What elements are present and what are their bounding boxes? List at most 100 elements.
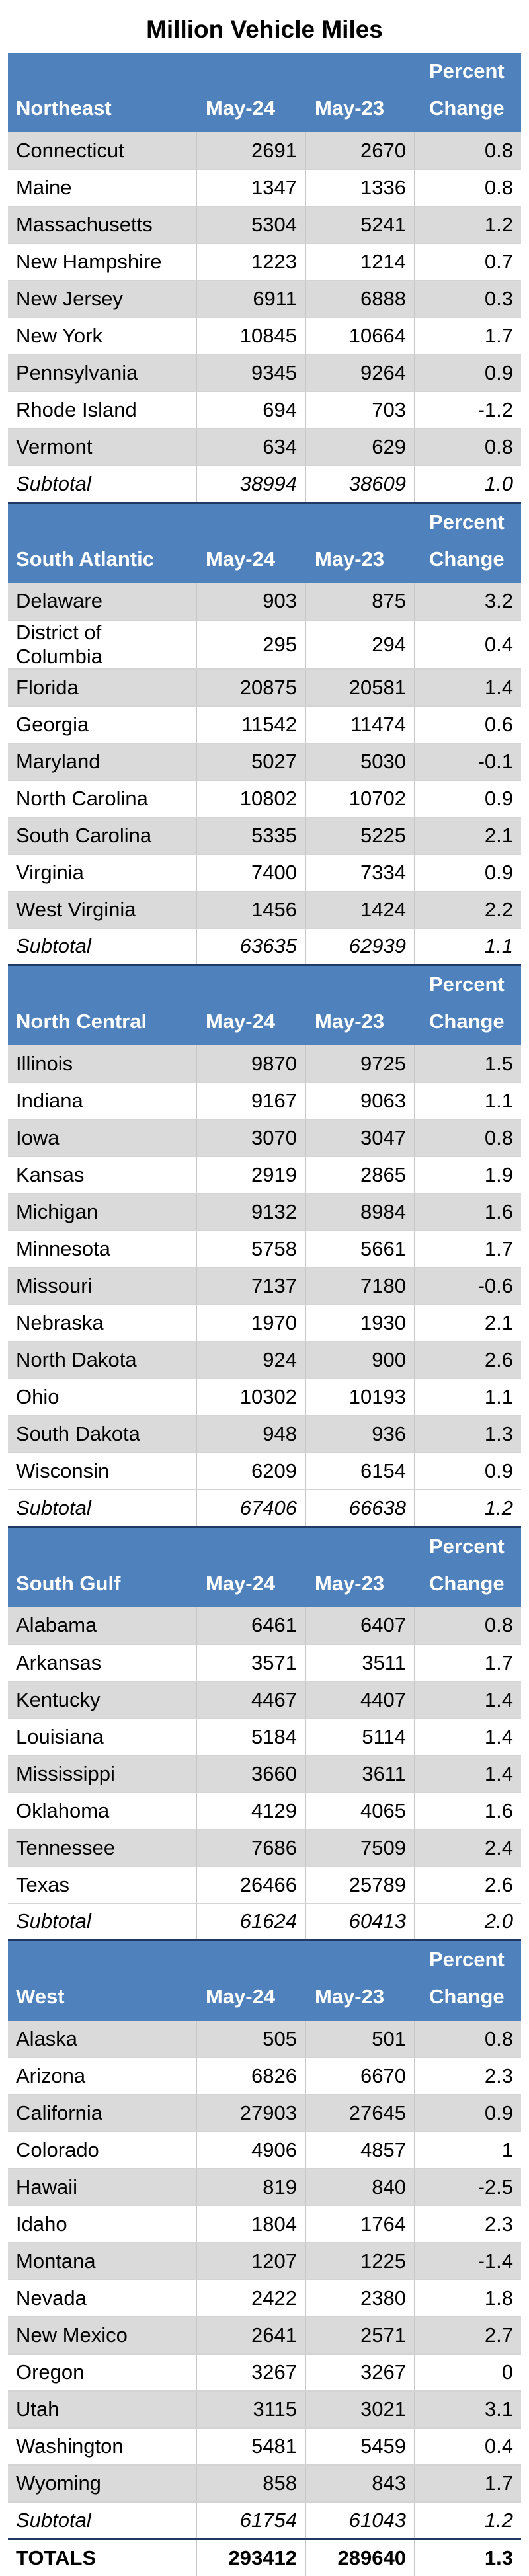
change-label: Change (429, 97, 505, 120)
percent-change: 1.5 (414, 1045, 521, 1083)
table-row: Vermont 634 629 0.8 (8, 428, 521, 466)
subtotal-may-23: 66638 (305, 1490, 415, 1528)
state-name: Vermont (8, 428, 196, 466)
value-may-24: 6209 (196, 1453, 305, 1490)
totals-may-24: 293412 (196, 2539, 305, 2576)
subtotal-may-23: 38609 (305, 465, 415, 504)
column-header-percent-change: Percent Change (415, 53, 521, 132)
value-may-23: 7180 (305, 1268, 415, 1305)
state-name: Nebraska (8, 1305, 196, 1342)
totals-percent-change: 1.3 (414, 2539, 521, 2576)
table-row: Texas 26466 25789 2.6 (8, 1866, 521, 1904)
state-name: Delaware (8, 583, 196, 621)
state-name: Illinois (8, 1045, 196, 1083)
table-row: Virginia 7400 7334 0.9 (8, 854, 521, 892)
state-name: North Carolina (8, 780, 196, 818)
state-name: Texas (8, 1866, 196, 1904)
value-may-24: 819 (196, 2169, 305, 2206)
column-header-percent-change: Percent Change (415, 965, 521, 1045)
subtotal-may-24: 38994 (196, 465, 305, 504)
state-name: Maine (8, 169, 196, 207)
change-label: Change (429, 1985, 505, 2008)
table-row: Maryland 5027 5030 -0.1 (8, 743, 521, 781)
table-row: South Carolina 5335 5225 2.1 (8, 817, 521, 855)
state-name: California (8, 2095, 196, 2132)
subtotal-percent-change: 1.2 (414, 2502, 521, 2540)
subtotal-may-23: 61043 (305, 2502, 415, 2540)
percent-change: 1.1 (414, 1379, 521, 1416)
value-may-24: 1804 (196, 2206, 305, 2243)
region-header-row: South Gulf May-24 May-23 Percent Change (8, 1527, 521, 1607)
table-row: Minnesota 5758 5661 1.7 (8, 1230, 521, 1268)
table-row: Pennsylvania 9345 9264 0.9 (8, 354, 521, 392)
value-may-23: 27645 (305, 2095, 415, 2132)
state-name: Ohio (8, 1379, 196, 1416)
value-may-24: 2422 (196, 2280, 305, 2317)
value-may-24: 903 (196, 583, 305, 621)
state-name: Iowa (8, 1119, 196, 1157)
column-header-may-24: May-24 (196, 965, 305, 1045)
table-row: Nebraska 1970 1930 2.1 (8, 1305, 521, 1342)
subtotal-row: Subtotal 67406 66638 1.2 (8, 1490, 521, 1528)
value-may-24: 6911 (196, 280, 305, 318)
column-header-percent-change: Percent Change (415, 1940, 521, 2021)
value-may-23: 2571 (305, 2317, 415, 2355)
value-may-24: 9870 (196, 1045, 305, 1083)
state-name: New Jersey (8, 280, 196, 318)
percent-change: 1.7 (414, 1230, 521, 1268)
table-row: Ohio 10302 10193 1.1 (8, 1379, 521, 1416)
percent-change: 0.8 (414, 169, 521, 207)
table-row: South Dakota 948 936 1.3 (8, 1416, 521, 1453)
value-may-24: 7400 (196, 854, 305, 892)
value-may-23: 1214 (305, 243, 415, 281)
value-may-23: 25789 (305, 1866, 415, 1904)
percent-change: -0.1 (414, 743, 521, 781)
percent-change: 1.4 (414, 1718, 521, 1756)
table-row: Wisconsin 6209 6154 0.9 (8, 1453, 521, 1490)
percent-change: 0.9 (414, 354, 521, 392)
value-may-24: 1223 (196, 243, 305, 281)
percent-change: 2.3 (414, 2206, 521, 2243)
percent-change: 1.4 (414, 1681, 521, 1719)
value-may-23: 629 (305, 428, 415, 466)
table-row: North Dakota 924 900 2.6 (8, 1342, 521, 1379)
value-may-24: 7686 (196, 1829, 305, 1867)
subtotal-row: Subtotal 38994 38609 1.0 (8, 465, 521, 504)
subtotal-label: Subtotal (8, 2502, 196, 2540)
value-may-23: 5030 (305, 743, 415, 781)
state-name: Wyoming (8, 2465, 196, 2503)
vmt-report: Million Vehicle Miles Northeast May-24 May… (8, 0, 521, 2576)
state-name: South Carolina (8, 817, 196, 855)
table-row: Utah 3115 3021 3.1 (8, 2391, 521, 2429)
value-may-23: 900 (305, 1342, 415, 1379)
value-may-24: 4129 (196, 1792, 305, 1830)
percent-change: 2.6 (414, 1866, 521, 1904)
percent-change: 0.4 (414, 620, 521, 670)
value-may-23: 5225 (305, 817, 415, 855)
state-name: Oregon (8, 2354, 196, 2392)
value-may-24: 3267 (196, 2354, 305, 2392)
column-header-may-23: May-23 (305, 965, 415, 1045)
percent-change: 1.1 (414, 1082, 521, 1120)
state-name: Arkansas (8, 1644, 196, 1682)
percent-change: 2.1 (414, 1305, 521, 1342)
state-name: Minnesota (8, 1230, 196, 1268)
percent-change: 1.6 (414, 1792, 521, 1830)
percent-change: 2.4 (414, 1829, 521, 1867)
table-row: Hawaii 819 840 -2.5 (8, 2169, 521, 2206)
value-may-24: 858 (196, 2465, 305, 2503)
state-name: Alaska (8, 2021, 196, 2058)
state-name: Virginia (8, 854, 196, 892)
value-may-24: 3660 (196, 1755, 305, 1793)
table-row: West Virginia 1456 1424 2.2 (8, 891, 521, 929)
value-may-23: 10664 (305, 317, 415, 355)
value-may-23: 6154 (305, 1453, 415, 1490)
subtotal-may-24: 63635 (196, 928, 305, 966)
percent-change: 2.7 (414, 2317, 521, 2355)
value-may-24: 1347 (196, 169, 305, 207)
table-row: Rhode Island 694 703 -1.2 (8, 391, 521, 429)
state-name: West Virginia (8, 891, 196, 929)
percent-change: 2.6 (414, 1342, 521, 1379)
subtotal-label: Subtotal (8, 928, 196, 966)
percent-change: 1.3 (414, 1416, 521, 1453)
